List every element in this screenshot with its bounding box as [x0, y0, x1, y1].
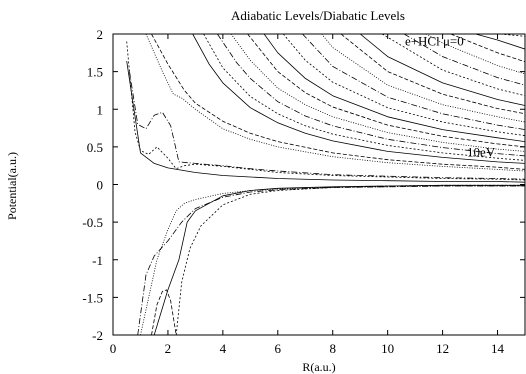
x-axis-label: R(a.u.)	[302, 360, 335, 374]
series-13-line	[302, 34, 525, 130]
series-16-line	[359, 34, 525, 106]
series-11-line	[263, 34, 525, 142]
series-15-line	[340, 34, 525, 115]
series-18-line	[403, 34, 525, 86]
series-6-line	[192, 34, 525, 164]
curves-group	[126, 34, 525, 335]
series-2-line	[126, 41, 525, 181]
y-tick-label: 0	[97, 178, 104, 193]
y-axis-label: Potential(a.u.)	[5, 152, 19, 220]
series-23-line	[137, 185, 525, 335]
series-24-line	[140, 185, 525, 335]
y-tick-label: 0.5	[87, 140, 103, 155]
y-tick-label: -1.5	[82, 290, 103, 305]
x-tick-label: 14	[491, 341, 505, 356]
series-14-line	[321, 34, 525, 123]
annotation-label: 10eV	[467, 145, 496, 160]
series-10-line	[247, 34, 525, 148]
x-tick-label: 0	[110, 341, 117, 356]
chart-title: Adiabatic Levels/Diabatic Levels	[231, 8, 405, 23]
x-tick-label: 12	[436, 341, 449, 356]
x-tick-label: 4	[220, 341, 227, 356]
y-tick-label: 1	[97, 102, 104, 117]
x-tick-label: 6	[275, 341, 282, 356]
y-tick-label: 1.5	[87, 65, 103, 80]
series-12-line	[282, 34, 525, 136]
x-tick-label: 10	[381, 341, 394, 356]
annotation-label: e+HCl μ=0	[405, 33, 464, 48]
series-19-line	[425, 34, 525, 75]
y-tick-label: 2	[97, 27, 104, 42]
y-tick-label: -0.5	[82, 215, 103, 230]
series-7-line	[203, 34, 525, 161]
x-tick-label: 2	[165, 341, 172, 356]
y-tick-label: -2	[92, 328, 103, 343]
series-8-line	[217, 34, 525, 157]
series-20-line	[450, 34, 525, 63]
series-5-line	[151, 34, 525, 170]
series-27-line	[175, 184, 525, 335]
ticks-group: 0 2 4 6 8 10 12 14 2 1.5 1 0.5 0 -0.5 -1 -1.5 -2	[82, 27, 525, 356]
series-1-line	[126, 61, 525, 183]
annotations-group: e+HCl μ=0 10eV	[405, 33, 496, 159]
y-tick-label: -1	[92, 253, 103, 268]
series-3-line	[129, 71, 525, 180]
series-4-line	[145, 34, 525, 172]
x-tick-label: 8	[329, 341, 336, 356]
series-9-line	[230, 34, 525, 152]
plot-frame	[112, 33, 526, 336]
series-21-line	[475, 34, 525, 50]
series-25-line	[151, 289, 177, 335]
series-26-line	[153, 184, 525, 335]
